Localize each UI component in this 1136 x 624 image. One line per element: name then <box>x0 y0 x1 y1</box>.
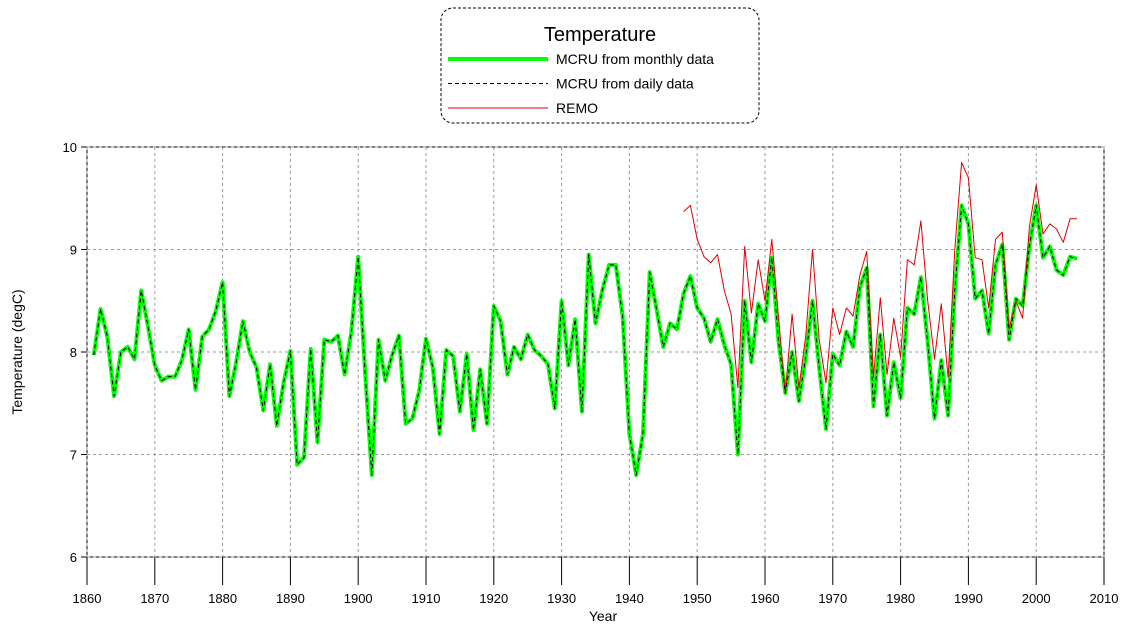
x-tick-label: 1940 <box>615 591 644 606</box>
x-tick-label: 1980 <box>886 591 915 606</box>
x-axis-label: Year <box>589 608 618 624</box>
y-tick-label: 8 <box>70 345 77 360</box>
legend-label: MCRU from daily data <box>556 76 694 92</box>
y-tick-label: 10 <box>63 140 77 155</box>
x-tick-label: 1900 <box>344 591 373 606</box>
chart-title: Temperature <box>544 24 656 46</box>
x-tick-label: 2010 <box>1090 591 1119 606</box>
x-tick-label: 2000 <box>1022 591 1051 606</box>
legend-box <box>440 7 760 124</box>
x-tick-label: 1890 <box>276 591 305 606</box>
y-axis-label: Temperature (degC) <box>9 289 25 414</box>
x-tick-label: 1990 <box>954 591 983 606</box>
x-tick-label: 1950 <box>683 591 712 606</box>
x-tick-label: 1930 <box>547 591 576 606</box>
x-tick-label: 1910 <box>412 591 441 606</box>
legend-label: REMO <box>556 100 598 116</box>
x-tick-label: 1880 <box>208 591 237 606</box>
y-tick-label: 9 <box>70 243 77 258</box>
x-tick-label: 1860 <box>73 591 102 606</box>
series-line <box>683 161 1077 394</box>
legend: MCRU from monthly data MCRU from daily da… <box>448 51 714 116</box>
x-tick-label: 1920 <box>479 591 508 606</box>
y-tick-label: 7 <box>70 448 77 463</box>
legend-label: MCRU from monthly data <box>556 51 714 67</box>
x-tick-label: 1960 <box>751 591 780 606</box>
x-tick-label: 1870 <box>140 591 169 606</box>
series-line <box>93 204 1078 476</box>
y-tick-label: 6 <box>70 550 77 565</box>
x-tick-label: 1970 <box>818 591 847 606</box>
